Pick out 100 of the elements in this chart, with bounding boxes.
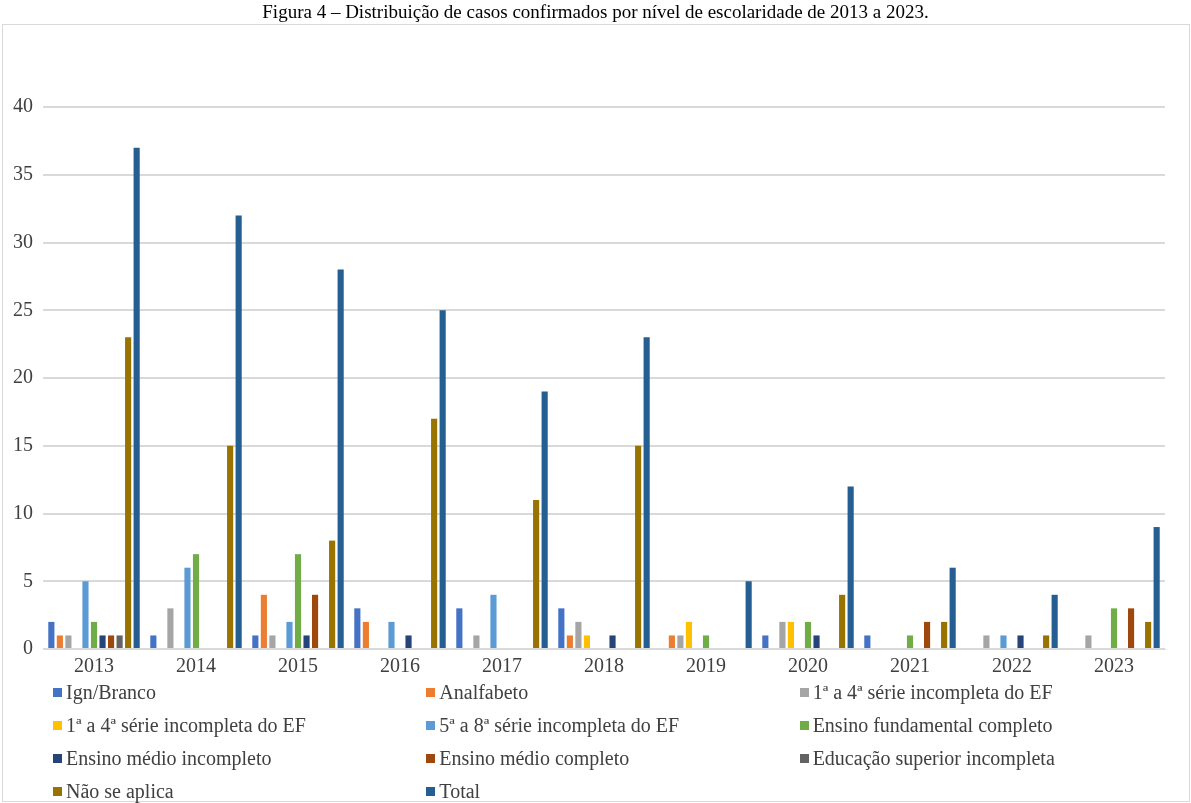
bar [804, 621, 812, 648]
bar [82, 581, 89, 648]
bar [473, 635, 480, 648]
bar [1110, 608, 1118, 648]
bar [779, 621, 786, 648]
legend-label: Ign/Branco [66, 681, 156, 704]
bar [405, 635, 412, 648]
bar [56, 635, 63, 648]
bar [541, 391, 548, 648]
bar [90, 621, 98, 648]
bar [388, 621, 395, 648]
bar [48, 621, 55, 648]
bar [983, 635, 990, 648]
bar [116, 635, 123, 648]
bar [125, 337, 132, 648]
bar [294, 554, 302, 648]
bar [99, 635, 106, 648]
bar [702, 635, 710, 648]
bar [609, 635, 616, 648]
x-tick-label: 2013 [74, 654, 114, 677]
legend-label: 1ª a 4ª série incompleta do EF [66, 714, 306, 737]
legend-label: Ensino médio completo [439, 747, 630, 770]
bar [107, 635, 115, 648]
bar [456, 608, 463, 648]
bar [906, 635, 914, 648]
bar [847, 486, 854, 648]
bar [923, 621, 931, 648]
bar [354, 608, 361, 648]
y-tick-label: 10 [13, 500, 33, 523]
bar [303, 635, 310, 648]
legend-label: Não se aplica [66, 780, 174, 803]
y-tick-label: 25 [13, 297, 33, 320]
bar [439, 310, 446, 648]
bar [677, 635, 684, 648]
bar [668, 635, 675, 648]
bar [533, 499, 540, 648]
bar [286, 621, 293, 648]
bar [167, 608, 174, 648]
bar [362, 621, 369, 648]
bar [745, 581, 752, 648]
x-tick-label: 2023 [1094, 654, 1134, 677]
bar [227, 445, 234, 648]
y-tick-label: 40 [13, 94, 33, 117]
bar [252, 635, 259, 648]
y-tick-label: 30 [13, 229, 33, 252]
bar [1127, 608, 1135, 648]
bar [65, 635, 72, 648]
legend-label: Ensino fundamental completo [812, 714, 1053, 737]
bar [566, 635, 573, 648]
bar [1051, 594, 1058, 648]
x-tick-label: 2016 [380, 654, 420, 677]
bar [269, 635, 276, 648]
bar [635, 445, 642, 648]
bar [575, 621, 582, 648]
y-tick-label: 0 [23, 636, 33, 659]
bar [762, 635, 769, 648]
bar [643, 337, 650, 648]
bar [685, 621, 693, 648]
x-tick-label: 2021 [890, 654, 930, 677]
legend-label: Analfabeto [439, 681, 529, 704]
bar [329, 540, 336, 648]
bar [431, 418, 438, 648]
bar [1017, 635, 1024, 648]
bar [1043, 635, 1050, 648]
bar [839, 594, 846, 648]
bar [864, 635, 871, 648]
bar [1000, 635, 1007, 648]
x-tick-label: 2020 [788, 654, 828, 677]
x-tick-label: 2017 [482, 654, 522, 677]
bar [337, 269, 344, 648]
bar [1153, 527, 1160, 648]
bar [260, 594, 267, 648]
legend-label: 1ª a 4ª série incompleta do EF [812, 681, 1053, 704]
x-tick-label: 2018 [584, 654, 624, 677]
legend-label: Educação superior incompleta [812, 747, 1055, 770]
bar [311, 594, 319, 648]
bar [949, 567, 956, 648]
y-tick-label: 15 [13, 433, 33, 455]
y-tick-label: 35 [13, 162, 33, 184]
bar [583, 635, 591, 648]
chart-title: Figura 4 – Distribuição de casos confirmados por nível de escolaridade de 2013 a 2023. [261, 0, 930, 24]
y-tick-label: 20 [13, 365, 33, 388]
bar [558, 608, 565, 648]
x-tick-label: 2019 [686, 654, 726, 677]
bar [133, 147, 140, 648]
legend-label: Total [439, 780, 481, 803]
bar [192, 554, 200, 648]
bar [1085, 635, 1092, 648]
bar [235, 215, 242, 648]
bar [941, 621, 948, 648]
x-tick-label: 2014 [176, 654, 216, 677]
bar [184, 567, 191, 648]
bar [813, 635, 820, 648]
x-tick-label: 2022 [992, 654, 1032, 677]
y-tick-label: 5 [23, 568, 33, 591]
bar [787, 621, 795, 648]
legend-label: Ensino médio incompleto [66, 747, 272, 770]
bar [150, 635, 157, 648]
bar [490, 594, 497, 648]
legend-label: 5ª a 8ª série incompleta do EF [439, 714, 680, 737]
